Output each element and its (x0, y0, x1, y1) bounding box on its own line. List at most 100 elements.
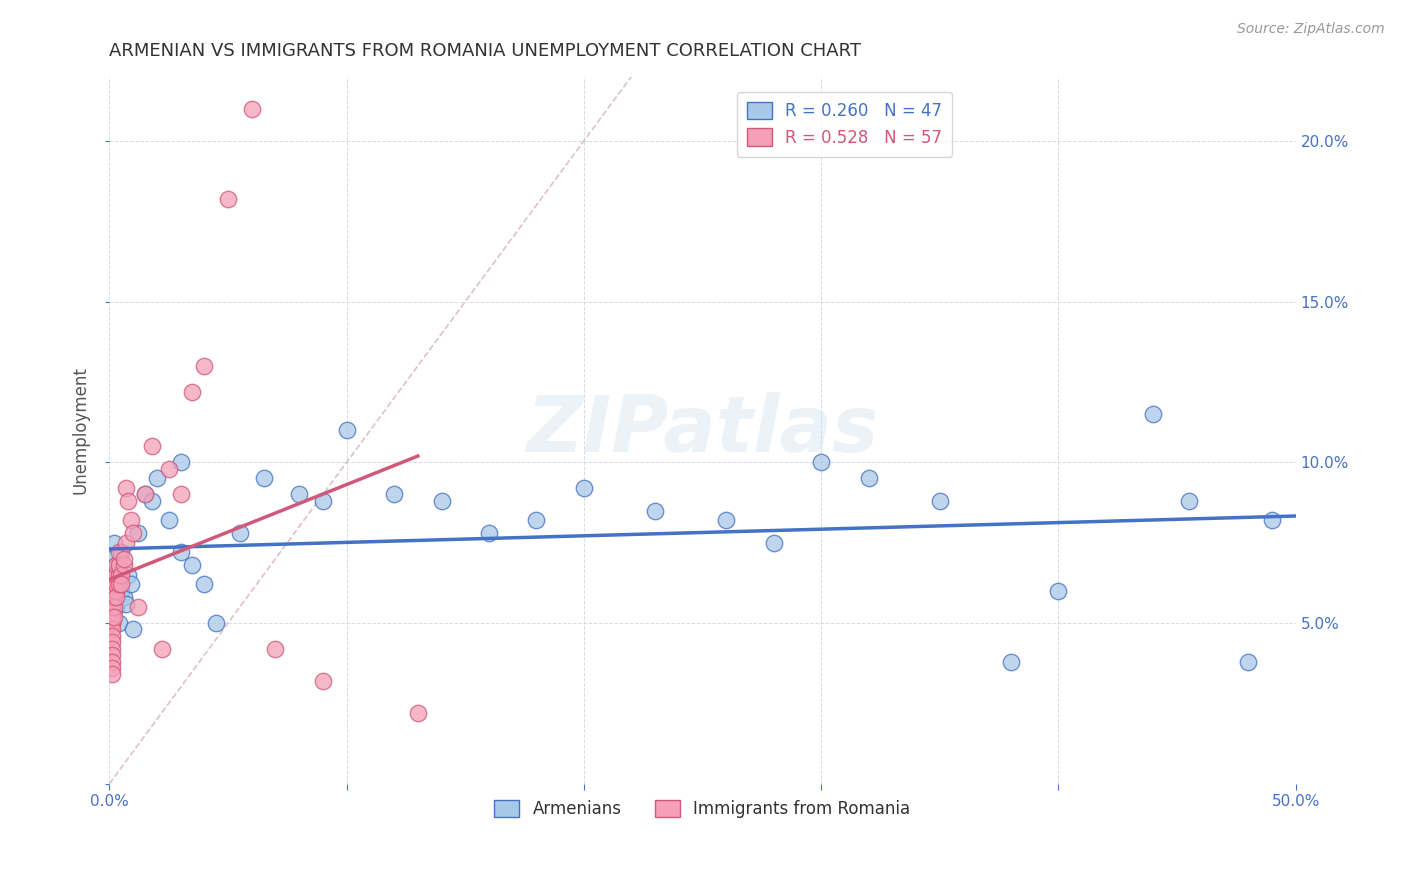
Point (110, 583, 132, 598)
Point (108, 577, 131, 591)
Point (100, 567, 122, 582)
Point (150, 641, 173, 656)
Point (336, 423, 359, 437)
Point (810, 455, 832, 469)
Point (169, 455, 191, 469)
Point (100, 667, 122, 681)
Point (120, 577, 142, 591)
Point (127, 526, 149, 541)
Point (229, 526, 252, 541)
Point (134, 487, 156, 501)
Point (141, 439, 163, 453)
Point (105, 558, 128, 573)
Point (858, 471, 880, 485)
Point (108, 545, 131, 559)
Point (117, 494, 139, 508)
Point (134, 487, 156, 501)
Y-axis label: Unemployment: Unemployment (72, 367, 89, 494)
Point (100, 551, 122, 566)
Point (100, 648, 122, 662)
Point (100, 655, 122, 669)
Point (103, 609, 125, 624)
Point (1047, 583, 1070, 598)
Point (115, 535, 138, 549)
Point (110, 545, 132, 559)
Point (1237, 655, 1260, 669)
Point (112, 591, 135, 605)
Point (100, 641, 122, 656)
Point (157, 513, 180, 527)
Point (100, 661, 122, 675)
Point (240, 102, 263, 116)
Point (100, 577, 122, 591)
Legend: Armenians, Immigrants from Romania: Armenians, Immigrants from Romania (488, 793, 917, 825)
Point (105, 591, 128, 605)
Point (193, 359, 215, 373)
Point (1142, 407, 1164, 421)
Point (181, 558, 204, 573)
Point (105, 558, 128, 573)
Point (100, 597, 122, 611)
Point (526, 513, 548, 527)
Point (100, 609, 122, 624)
Point (105, 577, 128, 591)
Point (146, 471, 169, 485)
Point (105, 583, 128, 598)
Point (1178, 494, 1201, 508)
Point (105, 599, 128, 614)
Point (193, 577, 215, 591)
Point (103, 583, 125, 598)
Point (312, 494, 335, 508)
Point (103, 535, 125, 549)
Point (108, 567, 131, 582)
Point (430, 494, 453, 508)
Point (382, 487, 405, 501)
Point (110, 567, 132, 582)
Point (572, 481, 595, 495)
Text: Source: ZipAtlas.com: Source: ZipAtlas.com (1237, 22, 1385, 37)
Point (120, 513, 142, 527)
Point (100, 609, 122, 624)
Point (105, 567, 128, 582)
Text: ARMENIAN VS IMMIGRANTS FROM ROMANIA UNEMPLOYMENT CORRELATION CHART: ARMENIAN VS IMMIGRANTS FROM ROMANIA UNEM… (110, 42, 862, 60)
Point (100, 599, 122, 614)
Point (252, 471, 274, 485)
Point (100, 574, 122, 589)
Point (157, 461, 180, 475)
Point (117, 567, 139, 582)
Point (100, 635, 122, 649)
Point (100, 591, 122, 605)
Point (100, 583, 122, 598)
Point (1261, 513, 1284, 527)
Point (103, 599, 125, 614)
Point (716, 513, 738, 527)
Point (217, 192, 239, 206)
Point (100, 615, 122, 630)
Point (644, 503, 666, 517)
Point (108, 558, 131, 573)
Point (100, 567, 122, 582)
Point (406, 706, 429, 720)
Point (478, 526, 501, 541)
Point (312, 673, 335, 688)
Text: ZIPatlas: ZIPatlas (526, 392, 879, 468)
Point (115, 481, 138, 495)
Point (122, 526, 145, 541)
Point (112, 558, 135, 573)
Point (169, 545, 191, 559)
Point (103, 591, 125, 605)
Point (103, 583, 125, 598)
Point (169, 487, 191, 501)
Point (115, 597, 138, 611)
Point (928, 494, 950, 508)
Point (100, 629, 122, 643)
Point (103, 567, 125, 582)
Point (762, 535, 785, 549)
Point (100, 623, 122, 637)
Point (112, 551, 135, 566)
Point (141, 494, 163, 508)
Point (205, 615, 228, 630)
Point (108, 615, 131, 630)
Point (110, 577, 132, 591)
Point (122, 623, 145, 637)
